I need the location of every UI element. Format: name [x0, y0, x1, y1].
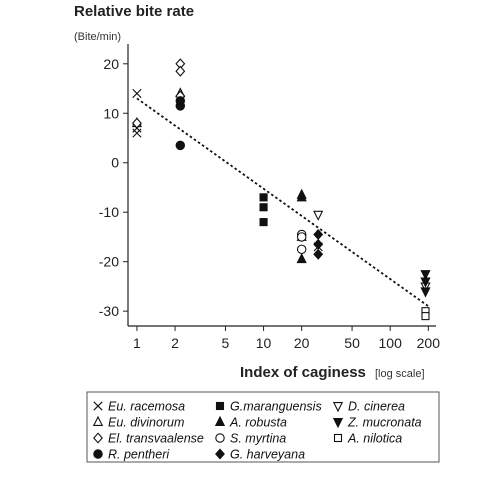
legend-label: S. myrtina [230, 432, 286, 446]
legend-item: Eu. divinorum [92, 415, 184, 430]
legend: Eu. racemosa Eu. divinorum El. transvaalen… [92, 400, 422, 462]
data-point [313, 238, 324, 250]
trendline [136, 97, 429, 307]
legend-item: Z. mucronata [332, 416, 422, 430]
data-point [296, 232, 307, 242]
series [259, 193, 268, 227]
legend-marker [93, 432, 103, 444]
x-tick-label: 100 [379, 335, 403, 351]
legend-item: A. robusta [214, 415, 287, 430]
legend-label: D. cinerea [348, 400, 405, 414]
series [313, 228, 324, 260]
legend-label: Eu. divinorum [108, 416, 184, 430]
series [296, 229, 307, 255]
x-axis-unit: [log scale] [375, 368, 425, 380]
data-point [175, 65, 186, 77]
data-point [259, 203, 268, 212]
legend-label: A. robusta [229, 416, 287, 430]
data-point [313, 228, 324, 240]
series [131, 58, 186, 129]
x-tick-label: 5 [222, 335, 230, 351]
data-point [175, 140, 186, 151]
data-point [259, 218, 268, 227]
legend-marker [92, 415, 104, 426]
legend-item: Eu. racemosa [93, 400, 185, 414]
data-point [132, 88, 142, 99]
x-tick-label: 1 [133, 335, 141, 351]
data-point [175, 101, 186, 111]
data-point [420, 287, 431, 298]
y-tick-label: -20 [99, 254, 119, 270]
series [131, 87, 307, 241]
x-axis-label: Index of caginess [240, 364, 366, 381]
y-axis-label: Relative bite rate [74, 3, 194, 20]
data-point [421, 312, 430, 321]
tick-labels: -30 -20 -10 0 10 20 1 2 5 10 20 50 100 200 [99, 56, 440, 351]
legend-label: El. transvaalense [108, 432, 204, 446]
legend-label: R. pentheri [108, 448, 170, 462]
legend-item: A. nilotica [333, 432, 402, 446]
legend-item: R. pentheri [93, 448, 170, 462]
legend-item: G.maranguensis [215, 400, 322, 414]
trendline-path [136, 97, 429, 307]
legend-item: G. harveyana [215, 448, 305, 462]
series [313, 210, 431, 293]
series [296, 188, 307, 264]
data-point [296, 191, 307, 202]
x-tick-label: 2 [171, 335, 179, 351]
y-tick-label: 0 [111, 155, 119, 171]
data-points [131, 58, 431, 321]
x-tick-label: 50 [344, 335, 360, 351]
legend-item: El. transvaalense [93, 432, 204, 446]
data-point [313, 210, 324, 221]
legend-label: Z. mucronata [347, 416, 422, 430]
legend-item: S. myrtina [215, 432, 286, 446]
legend-marker [332, 418, 344, 429]
x-tick-label: 20 [294, 335, 310, 351]
data-point [313, 248, 324, 260]
legend-marker [215, 401, 225, 411]
data-point [259, 193, 268, 202]
data-point [420, 277, 431, 288]
series [420, 270, 431, 298]
legend-label: Eu. racemosa [108, 400, 185, 414]
y-tick-label: 10 [103, 105, 119, 121]
y-tick-label: -10 [99, 204, 119, 220]
y-axis-unit: (Bite/min) [74, 31, 121, 43]
series [132, 88, 323, 252]
legend-label: G. harveyana [230, 448, 305, 462]
data-point [296, 252, 307, 264]
series [421, 307, 430, 321]
series [175, 96, 186, 151]
legend-marker [215, 433, 225, 443]
data-point [132, 128, 142, 138]
legend-item: D. cinerea [332, 400, 405, 414]
x-tick-label: 200 [417, 335, 441, 351]
legend-marker [332, 402, 344, 413]
data-point [131, 117, 142, 129]
legend-marker [215, 448, 225, 460]
y-tick-label: -30 [99, 303, 119, 319]
legend-label: A. nilotica [347, 432, 402, 446]
legend-marker [214, 415, 226, 426]
legend-box [86, 391, 440, 463]
x-tick-label: 10 [256, 335, 272, 351]
legend-marker [93, 449, 103, 459]
y-tick-label: 20 [103, 56, 119, 72]
legend-marker [93, 401, 103, 411]
data-point [420, 270, 431, 281]
legend-marker [333, 433, 343, 443]
data-point [296, 244, 307, 255]
axes [123, 44, 436, 331]
legend-label: G.maranguensis [230, 400, 322, 414]
